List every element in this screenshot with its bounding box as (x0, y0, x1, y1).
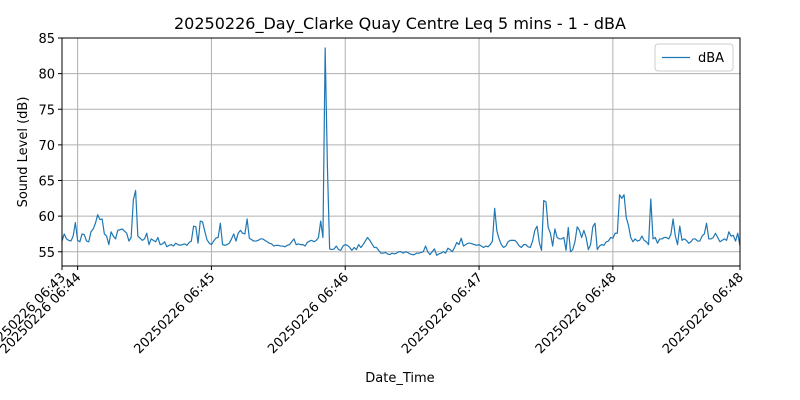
legend-label-dba: dBA (698, 51, 724, 66)
y-tick-label: 60 (38, 210, 55, 225)
x-axis-label: Date_Time (365, 371, 434, 386)
series-line-dba (61, 47, 741, 256)
legend: dBA (654, 43, 734, 72)
plot-frame (61, 37, 741, 267)
y-tick-label: 80 (38, 68, 55, 83)
y-tick-label: 65 (38, 175, 55, 190)
y-tick-label: 70 (38, 139, 55, 154)
legend-box (654, 43, 734, 72)
y-axis-label: Sound Level (dB) (16, 97, 31, 208)
y-tick-label: 85 (38, 32, 55, 47)
chart-title: 20250226_Day_Clarke Quay Centre Leq 5 mi… (174, 14, 626, 34)
series-layer (61, 47, 741, 256)
y-tick-label: 75 (38, 103, 55, 118)
y-axis: 55 60 65 70 75 80 85 (38, 32, 62, 261)
y-tick-label: 55 (38, 246, 55, 261)
